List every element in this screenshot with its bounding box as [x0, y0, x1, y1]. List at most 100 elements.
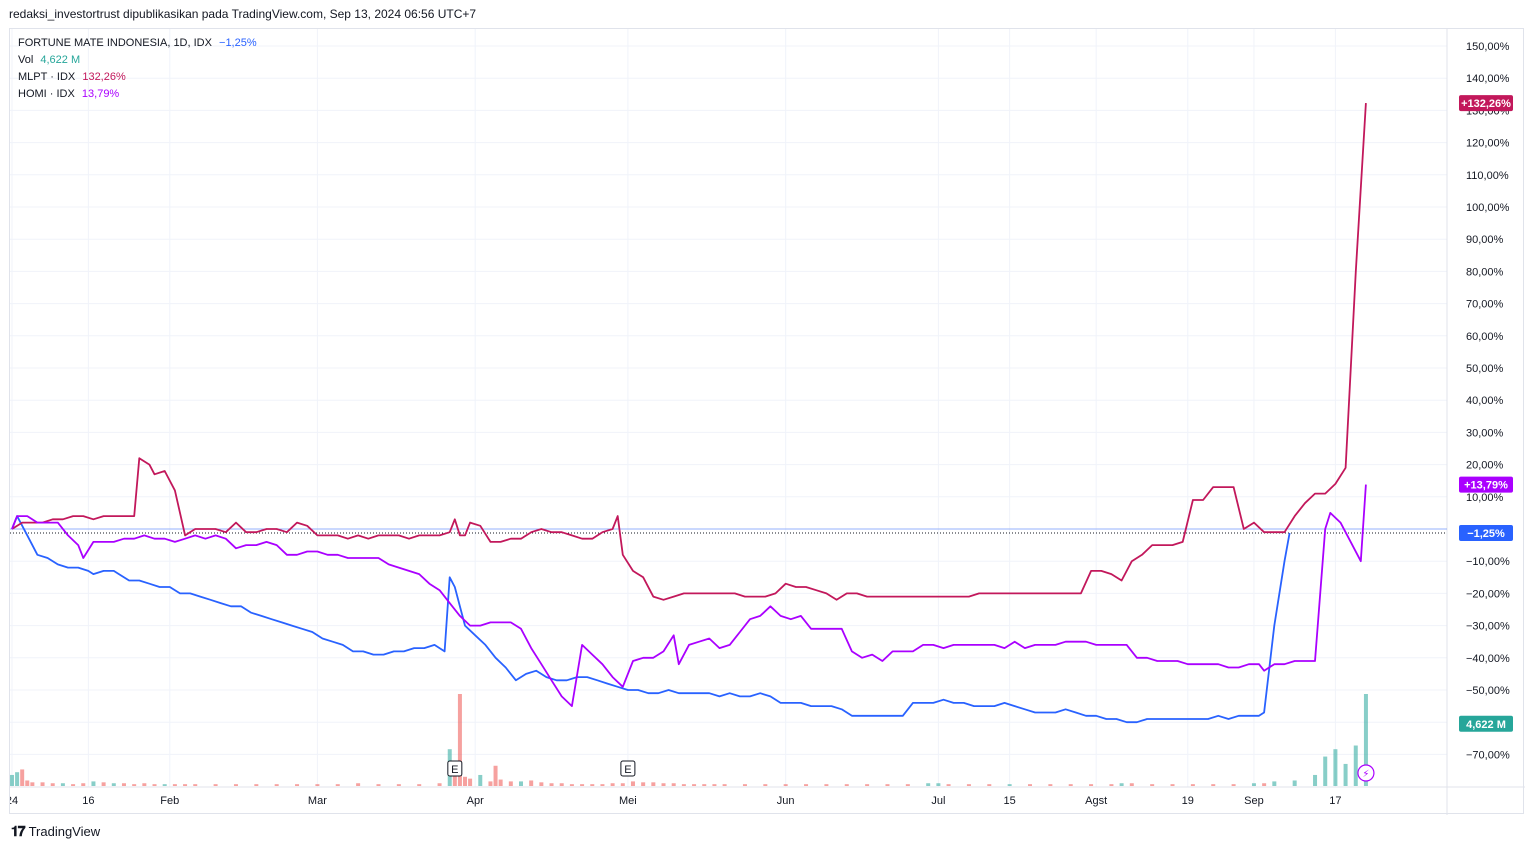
- y-tick-label: 10,00%: [1466, 492, 1504, 504]
- x-tick-label: Apr: [467, 795, 484, 807]
- x-tick-label: Jul: [931, 795, 945, 807]
- legend-row-mlpt[interactable]: MLPT · IDX 132,26%: [18, 69, 257, 86]
- last-value-tag: [1459, 715, 1513, 732]
- volume-bar: [1190, 784, 1195, 786]
- legend-vol-name: Vol: [18, 54, 34, 66]
- volume-bar: [844, 784, 849, 786]
- y-tick-label: −10,00%: [1466, 556, 1510, 568]
- volume-bar: [1272, 781, 1277, 786]
- volume-bar: [91, 781, 96, 786]
- volume-bar: [1150, 784, 1155, 786]
- volume-bar: [529, 780, 534, 786]
- volume-bar: [580, 784, 585, 786]
- x-tick-label: Mei: [619, 795, 637, 807]
- volume-bar: [142, 783, 147, 786]
- volume-bar: [1028, 784, 1032, 786]
- legend-main-name: FORTUNE MATE INDONESIA, 1D, IDX: [18, 37, 212, 49]
- earnings-marker-label: E: [451, 764, 458, 776]
- x-tick-label: 17: [1329, 795, 1341, 807]
- x-tick-label: Agst: [1085, 795, 1107, 807]
- volume-bar: [1323, 756, 1328, 786]
- volume-bar: [1262, 783, 1267, 786]
- y-tick-label: 20,00%: [1466, 460, 1504, 472]
- volume-bar: [172, 784, 177, 786]
- volume-bar: [1129, 783, 1134, 786]
- volume-bar: [987, 784, 992, 786]
- legend-main-value: −1,25%: [219, 37, 257, 49]
- chart-frame[interactable]: 150,00% 140,00% 130,00% 120,00% 110,00% 100,0…: [9, 28, 1525, 815]
- x-tick-label: 15: [1004, 795, 1016, 807]
- volume-bar: [1068, 784, 1073, 786]
- volume-bar: [946, 784, 951, 786]
- earnings-marker: [620, 760, 636, 777]
- volume-bar: [661, 783, 666, 786]
- volume-bar: [468, 778, 473, 786]
- legend-row-vol[interactable]: Vol 4,622 M: [18, 52, 257, 69]
- volume-bar: [1119, 783, 1124, 786]
- volume-bar: [488, 781, 493, 786]
- tradingview-logo[interactable]: 𝟏𝟕 TradingView: [11, 823, 100, 840]
- volume-bar: [549, 783, 554, 786]
- y-tick-label: 70,00%: [1466, 299, 1504, 311]
- volume-bar: [630, 781, 635, 786]
- volume-bar: [569, 784, 574, 786]
- volume-bar: [152, 784, 157, 786]
- earnings-marker: [447, 760, 463, 777]
- y-tick-label: 50,00%: [1466, 363, 1504, 375]
- volume-bar: [1109, 784, 1114, 786]
- last-value-tag-label: 4,622 M: [1466, 719, 1506, 731]
- volume-bar: [50, 783, 55, 786]
- earnings-marker-label: E: [624, 764, 631, 776]
- last-value-tag: [1459, 95, 1513, 112]
- flash-icon: [1357, 764, 1375, 782]
- y-tick-label: −70,00%: [1466, 749, 1510, 761]
- volume-bar: [498, 779, 503, 786]
- series-line: [11, 103, 1367, 601]
- volume-bar: [132, 784, 137, 786]
- volume-bar: [81, 783, 86, 786]
- volume-bar: [1363, 694, 1368, 786]
- chart-plot[interactable]: 150,00%140,00%130,00%120,00%110,00%100,0…: [10, 29, 1525, 815]
- y-tick-label: 60,00%: [1466, 331, 1504, 343]
- y-tick-label: −30,00%: [1466, 621, 1510, 633]
- volume-bar: [274, 784, 279, 786]
- volume-bar: [60, 783, 65, 786]
- volume-bar: [681, 784, 686, 786]
- volume-bar: [641, 782, 646, 786]
- volume-bar: [1231, 784, 1236, 786]
- x-tick-label: 19: [1182, 795, 1194, 807]
- legend-mlpt-name: MLPT · IDX: [18, 71, 76, 83]
- legend-row-homi[interactable]: HOMI · IDX 13,79%: [18, 86, 257, 103]
- volume-bar: [1313, 774, 1318, 786]
- volume-bar: [417, 784, 422, 786]
- x-tick-label: 24: [10, 795, 18, 807]
- volume-bar: [926, 783, 931, 786]
- volume-bar: [1089, 784, 1094, 786]
- y-tick-label: 30,00%: [1466, 427, 1504, 439]
- volume-bar: [824, 784, 829, 786]
- volume-bar: [111, 783, 116, 786]
- x-tick-label: Mar: [308, 795, 327, 807]
- volume-bar: [452, 772, 457, 786]
- volume-bar: [335, 784, 340, 786]
- last-value-tag-label: −1,25%: [1467, 528, 1505, 540]
- y-tick-label: 100,00%: [1466, 202, 1510, 214]
- volume-bar: [1048, 784, 1053, 786]
- x-tick-label: 16: [82, 795, 94, 807]
- volume-bar: [722, 784, 727, 786]
- volume-bar: [315, 784, 320, 786]
- volume-bar: [936, 783, 941, 786]
- tradingview-logo-text: TradingView: [28, 824, 101, 839]
- volume-bar: [356, 783, 361, 786]
- volume-bar: [692, 784, 697, 786]
- legend-homi-value: 13,79%: [81, 88, 120, 100]
- volume-bar: [620, 783, 625, 786]
- y-tick-label: 80,00%: [1466, 266, 1504, 278]
- volume-bar: [457, 694, 462, 786]
- volume-bar: [20, 769, 25, 786]
- volume-bar: [1292, 780, 1297, 786]
- volume-bar: [702, 784, 707, 786]
- volume-bar: [213, 784, 218, 786]
- legend-row-main[interactable]: FORTUNE MATE INDONESIA, 1D, IDX −1,25%: [18, 35, 257, 52]
- volume-bar: [121, 783, 126, 786]
